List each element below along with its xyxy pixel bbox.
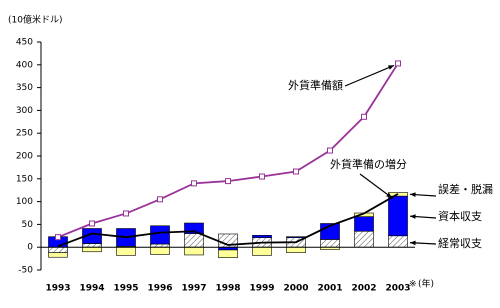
bar xyxy=(252,235,272,238)
x-tick-label: 1999 xyxy=(249,284,274,294)
arrow-head xyxy=(386,192,392,198)
bar xyxy=(184,233,204,248)
x-note-mark: ※ xyxy=(409,280,417,290)
bar xyxy=(320,239,340,248)
series-label: 外貨準備の増分 xyxy=(330,157,407,171)
x-tick-label: 1998 xyxy=(215,284,240,294)
x-tick-label: 1997 xyxy=(181,284,206,294)
y-tick-label: -50 xyxy=(18,266,33,276)
y-axis-label: (10億米ドル) xyxy=(8,14,62,26)
x-tick-label: 1996 xyxy=(147,284,172,294)
line xyxy=(57,193,399,248)
line xyxy=(57,62,399,239)
marker xyxy=(259,173,265,180)
bar xyxy=(184,222,204,234)
y-tick-label: 300 xyxy=(16,106,33,116)
marker xyxy=(157,196,163,203)
series-label: 経常収支 xyxy=(438,237,482,250)
x-axis-unit: (年) xyxy=(418,278,434,290)
x-tick-label: 2003 xyxy=(385,284,410,294)
arrow xyxy=(344,64,395,87)
bar xyxy=(286,246,306,253)
bar xyxy=(150,246,170,255)
bar xyxy=(388,235,408,248)
arrow-head xyxy=(410,214,416,219)
marker xyxy=(361,113,367,120)
bar xyxy=(82,243,102,248)
marker xyxy=(225,178,231,185)
y-tick-label: 0 xyxy=(27,243,33,253)
arrow-head xyxy=(410,240,416,246)
y-tick-label: 50 xyxy=(22,220,34,230)
y-tick-label: 350 xyxy=(16,83,33,93)
y-tick-label: 250 xyxy=(16,129,33,139)
marker xyxy=(327,147,333,154)
bar xyxy=(218,249,238,258)
x-tick-label: 2002 xyxy=(351,284,376,294)
y-tick-label: 100 xyxy=(16,197,33,207)
bar xyxy=(286,236,306,238)
x-tick-label: 1995 xyxy=(113,284,138,294)
x-tick-label: 1993 xyxy=(45,284,70,294)
bar xyxy=(184,246,204,256)
y-tick-label: 150 xyxy=(16,174,33,184)
arrow xyxy=(359,173,393,199)
series-label: 誤差・脱漏 xyxy=(438,182,493,196)
y-tick-label: 400 xyxy=(16,60,33,70)
marker xyxy=(123,210,129,217)
marker xyxy=(89,220,95,227)
arrow-head xyxy=(388,65,394,70)
x-tick-label: 2000 xyxy=(283,284,308,294)
arrow-head xyxy=(410,192,416,197)
bar xyxy=(354,230,374,248)
series-label: 資本収支 xyxy=(438,209,482,223)
bar xyxy=(82,228,102,244)
bar xyxy=(48,252,68,258)
marker xyxy=(293,168,299,175)
bar xyxy=(82,246,102,253)
x-tick-label: 1994 xyxy=(79,284,104,294)
bar xyxy=(150,225,170,245)
y-tick-label: 200 xyxy=(16,152,33,162)
bar xyxy=(252,246,272,256)
marker xyxy=(395,60,401,67)
bar xyxy=(48,246,68,253)
series-label: 外貨準備額 xyxy=(288,78,343,92)
marker xyxy=(191,180,197,187)
bar xyxy=(116,246,136,256)
x-tick-label: 2001 xyxy=(317,284,342,294)
bar xyxy=(388,195,408,237)
marker xyxy=(55,234,61,241)
bar xyxy=(354,216,374,232)
y-tick-label: 450 xyxy=(16,38,33,48)
